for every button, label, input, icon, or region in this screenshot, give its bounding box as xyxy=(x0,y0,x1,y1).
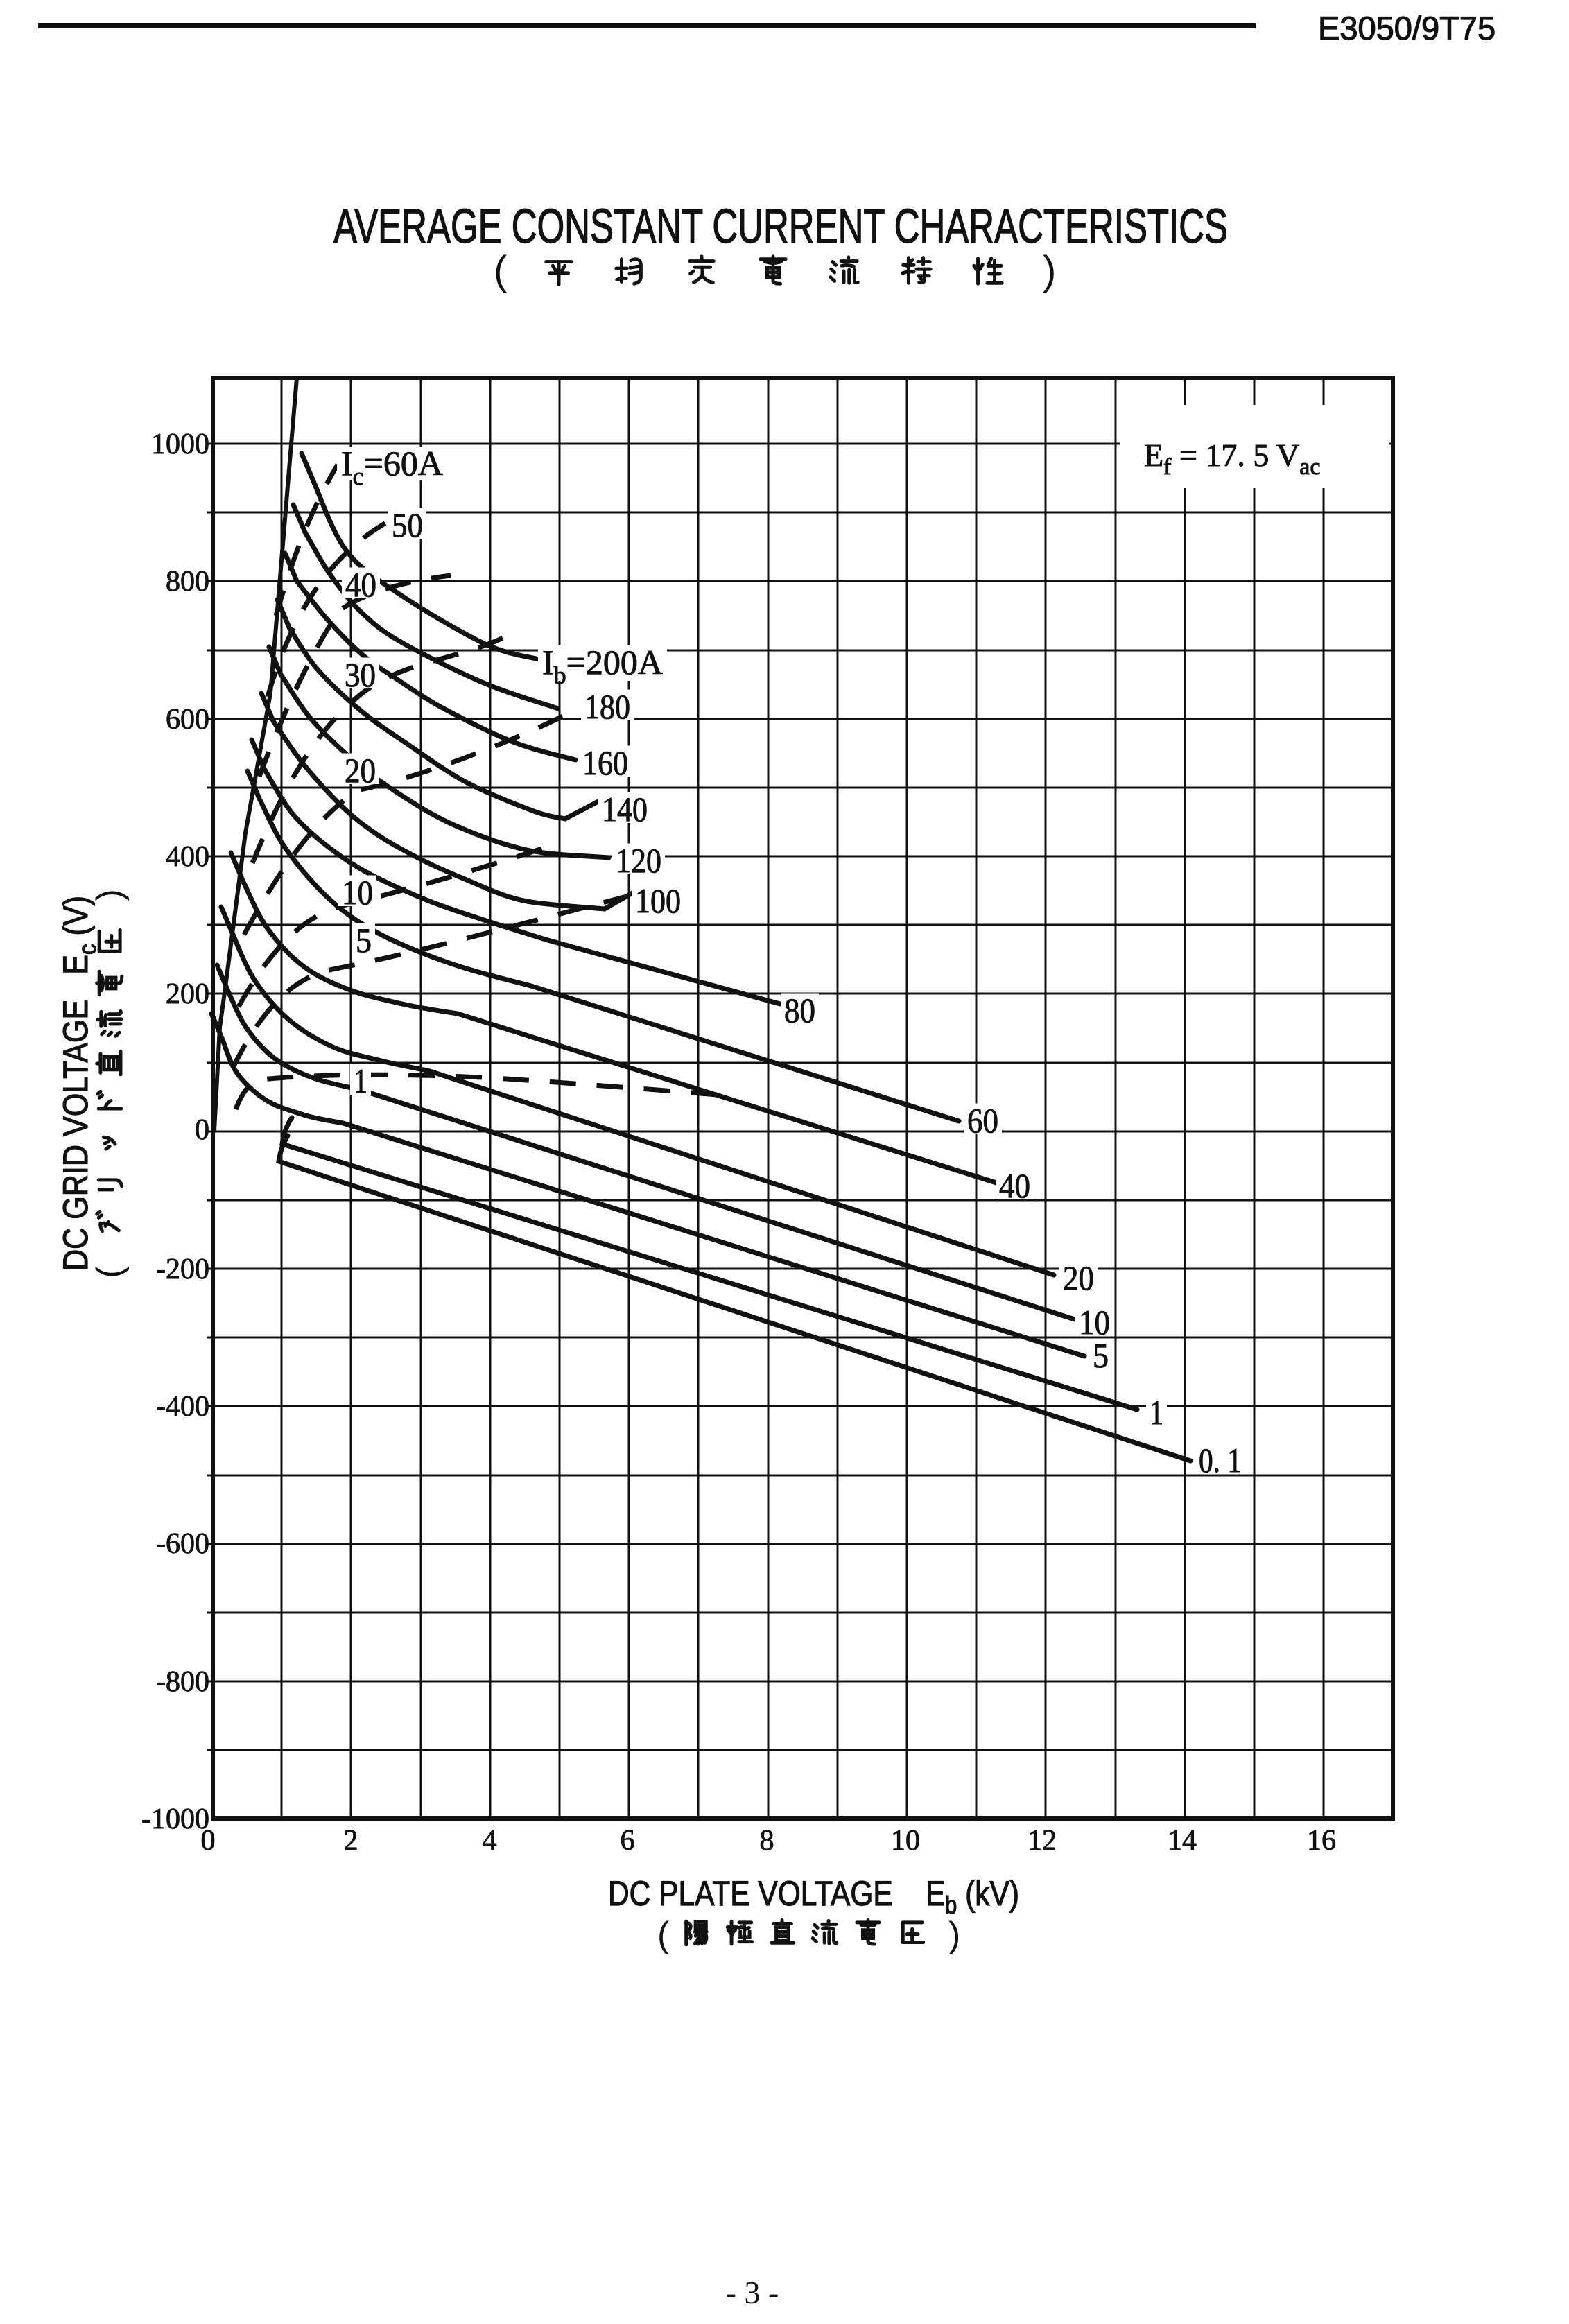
svg-text:10: 10 xyxy=(342,873,373,912)
svg-text:6: 6 xyxy=(621,1825,635,1857)
svg-text:E3050/9T75: E3050/9T75 xyxy=(1318,10,1496,46)
svg-text:180: 180 xyxy=(584,687,630,726)
svg-text:): ) xyxy=(948,1915,960,1955)
svg-text:14: 14 xyxy=(1168,1825,1197,1857)
svg-text:20: 20 xyxy=(345,751,376,790)
svg-text:1: 1 xyxy=(354,1061,367,1100)
svg-text:(: ( xyxy=(494,248,507,293)
svg-text:(: ( xyxy=(89,1266,130,1278)
svg-text:200: 200 xyxy=(166,978,209,1010)
svg-text:4: 4 xyxy=(483,1825,497,1857)
svg-text:(: ( xyxy=(657,1915,670,1955)
svg-text:2: 2 xyxy=(344,1825,358,1857)
svg-text:5: 5 xyxy=(356,921,372,960)
svg-text:8: 8 xyxy=(760,1825,774,1857)
svg-text:50: 50 xyxy=(392,505,423,544)
svg-text:DC GRID VOLTAGE Ec (V): DC GRID VOLTAGE Ec (V) xyxy=(56,896,101,1271)
svg-text:600: 600 xyxy=(166,704,209,736)
svg-text:80: 80 xyxy=(784,991,815,1030)
svg-text:AVERAGE CONSTANT CURRENT CHARA: AVERAGE CONSTANT CURRENT CHARACTERISTICS xyxy=(333,199,1228,253)
svg-text:Ib=200A: Ib=200A xyxy=(542,643,663,689)
svg-text:- 3 -: - 3 - xyxy=(726,2275,779,2310)
svg-text:12: 12 xyxy=(1028,1825,1057,1857)
svg-text:5: 5 xyxy=(1093,1336,1109,1375)
svg-text:): ) xyxy=(89,889,130,901)
svg-text:40: 40 xyxy=(345,565,376,604)
svg-text:16: 16 xyxy=(1307,1825,1336,1857)
svg-text:20: 20 xyxy=(1063,1258,1094,1297)
svg-text:30: 30 xyxy=(345,655,376,694)
svg-text:0: 0 xyxy=(201,1825,216,1857)
svg-text:1: 1 xyxy=(1150,1393,1163,1432)
svg-text:10: 10 xyxy=(891,1825,920,1857)
svg-text:1000: 1000 xyxy=(151,428,209,460)
svg-text:-400: -400 xyxy=(156,1391,209,1423)
svg-text:40: 40 xyxy=(999,1166,1030,1205)
svg-text:800: 800 xyxy=(166,566,209,598)
svg-text:-800: -800 xyxy=(156,1666,209,1698)
svg-text:0. 1: 0. 1 xyxy=(1199,1441,1242,1480)
svg-text:140: 140 xyxy=(602,790,648,829)
svg-text:10: 10 xyxy=(1079,1303,1110,1342)
svg-text:): ) xyxy=(1043,248,1056,293)
svg-text:100: 100 xyxy=(635,881,681,920)
svg-text:-600: -600 xyxy=(156,1528,209,1560)
svg-text:160: 160 xyxy=(582,743,628,782)
svg-text:-200: -200 xyxy=(156,1254,209,1285)
svg-text:60: 60 xyxy=(967,1101,998,1140)
svg-text:0: 0 xyxy=(195,1114,209,1146)
svg-text:400: 400 xyxy=(166,841,209,873)
svg-text:-1000: -1000 xyxy=(141,1803,209,1835)
svg-text:DC PLATE VOLTAGE Eb (kV): DC PLATE VOLTAGE Eb (kV) xyxy=(608,1874,1019,1919)
svg-text:120: 120 xyxy=(616,841,661,880)
